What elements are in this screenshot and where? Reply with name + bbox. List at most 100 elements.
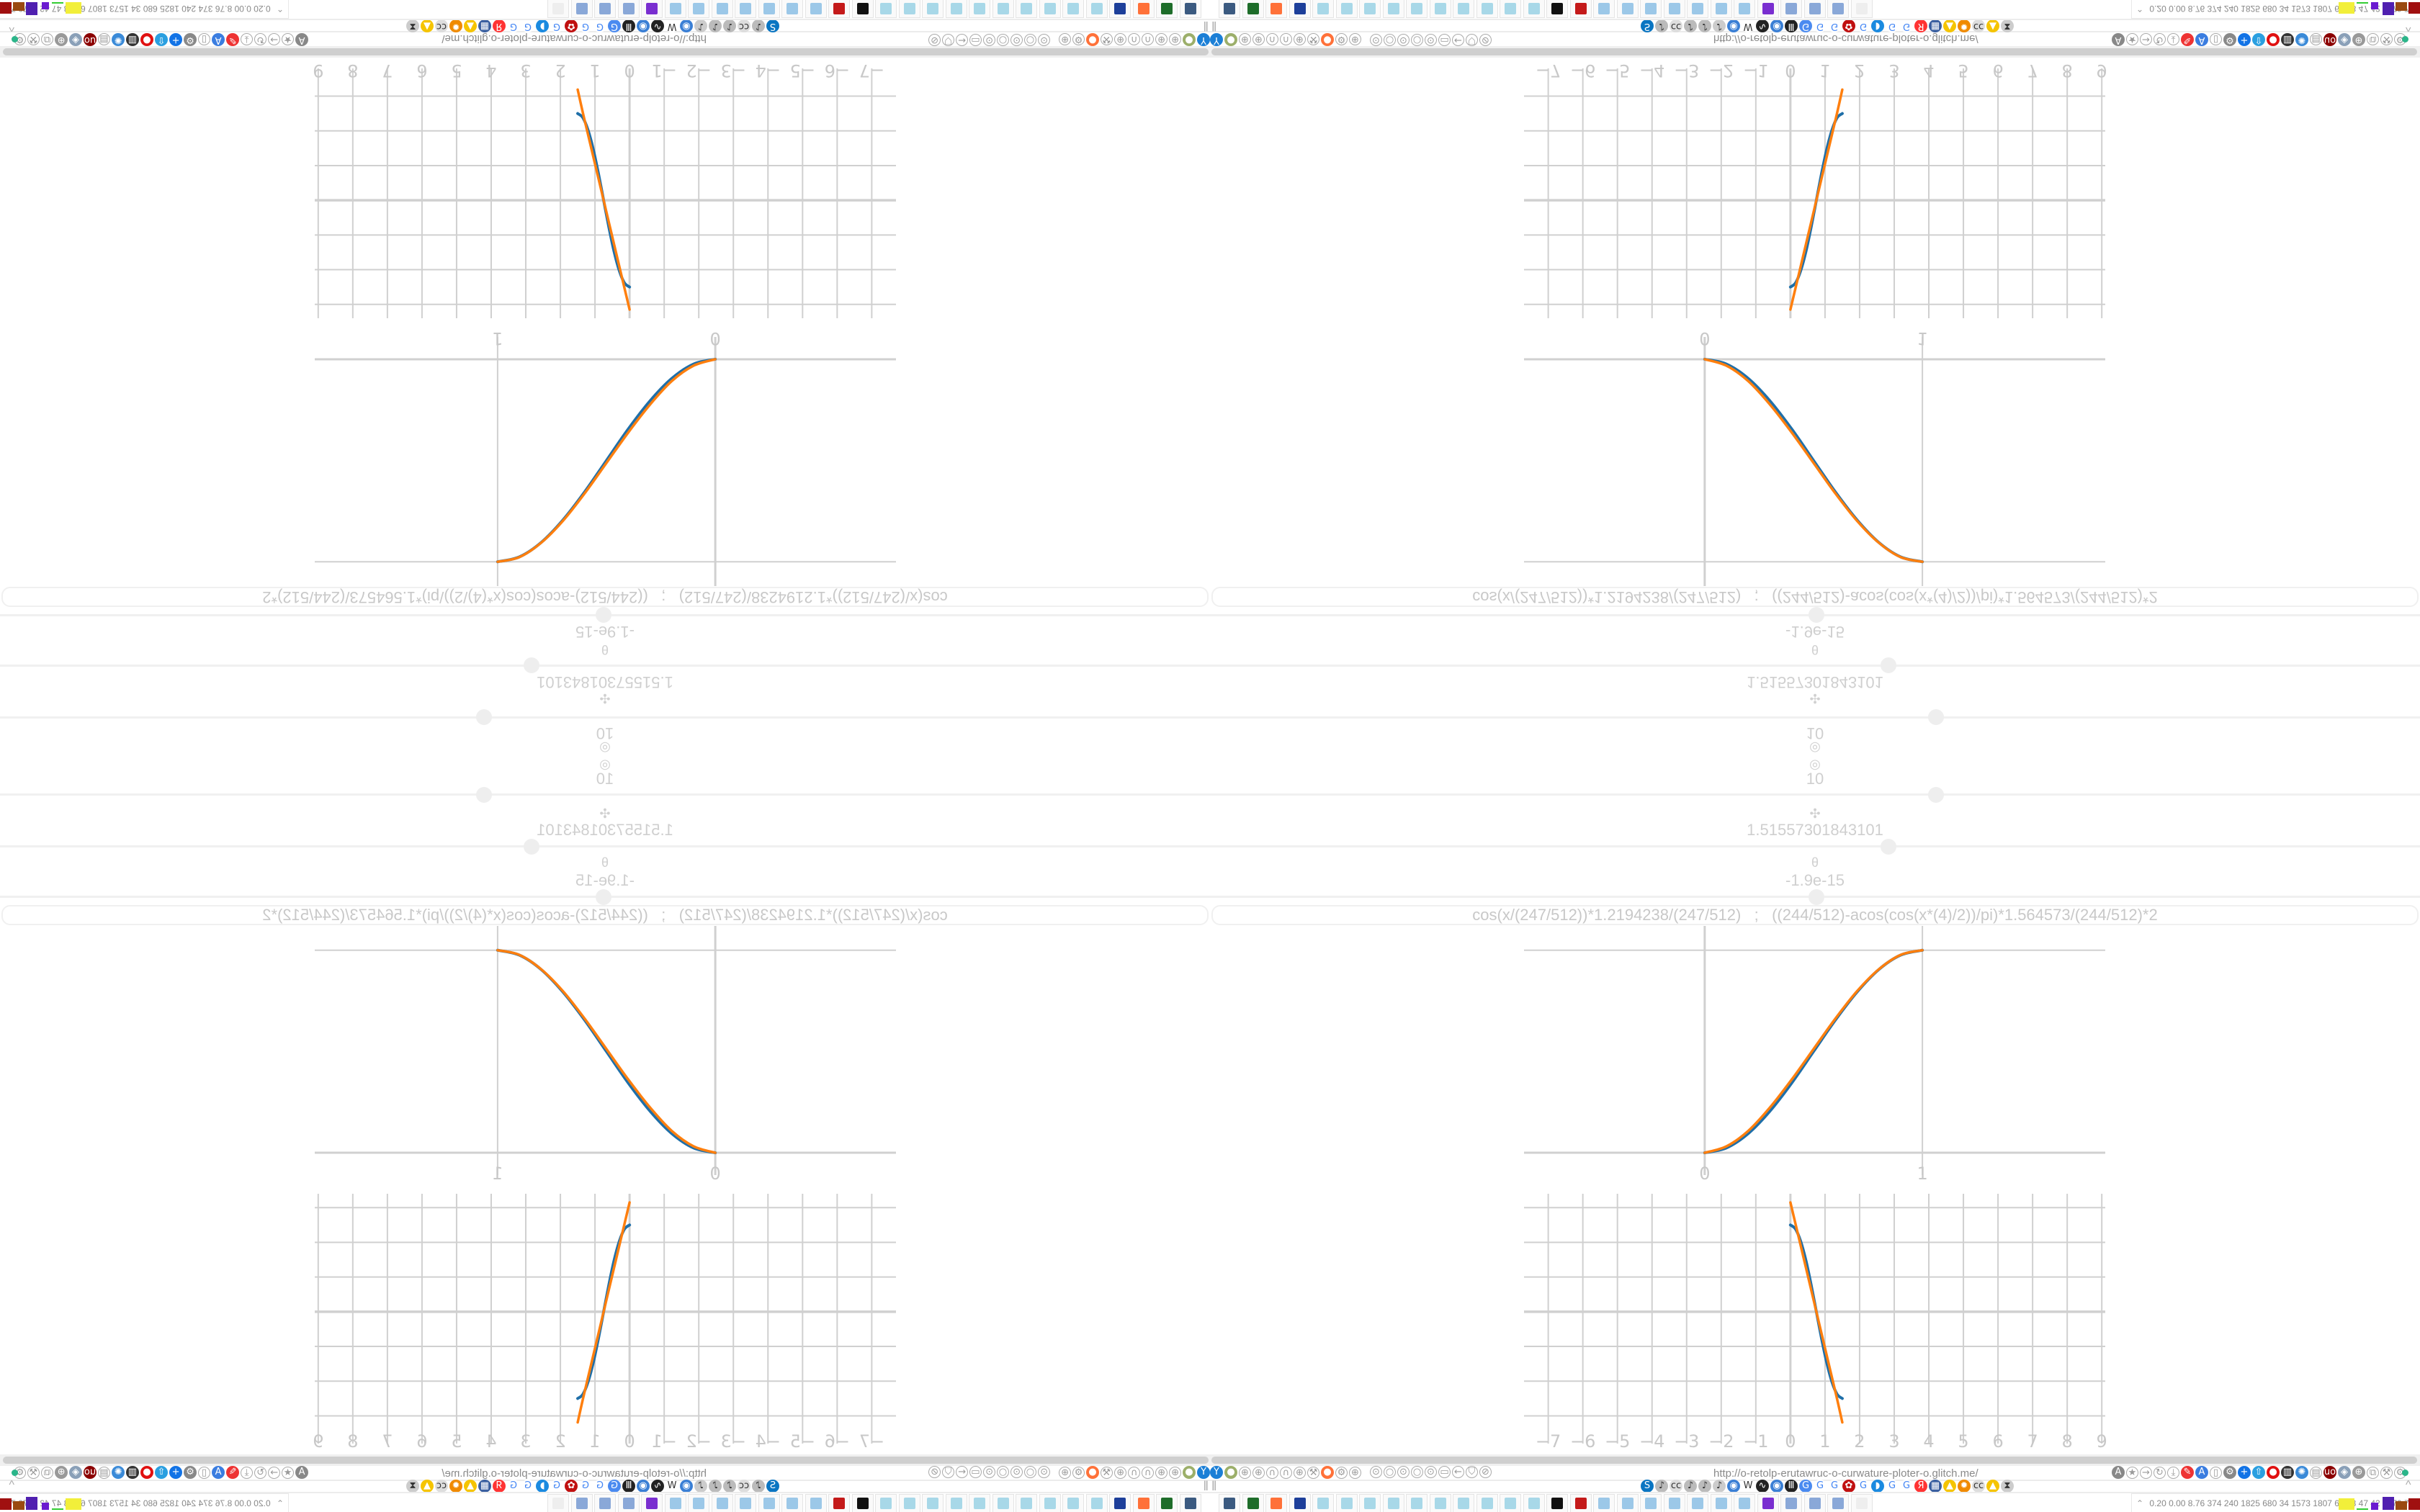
box-icon[interactable]: ▤	[98, 33, 110, 46]
puzzle-icon[interactable]: ⧉	[2367, 33, 2379, 46]
ublock-icon[interactable]: uo	[84, 1466, 97, 1479]
globe-icon[interactable]: ⊕	[2352, 33, 2365, 46]
bookmark-image-icon[interactable]: ▲	[1943, 1480, 1956, 1493]
taskbar-floppy-button[interactable]	[1109, 0, 1131, 18]
taskbar-notepad-button[interactable]	[946, 0, 967, 18]
bookmark-translate-icon[interactable]: G	[1799, 1480, 1812, 1493]
bookmark-yandex-icon[interactable]: Я	[493, 1480, 506, 1493]
bookmark-cc-icon[interactable]: cc	[1972, 1480, 1985, 1493]
mouse-icon[interactable]: ▯	[198, 33, 210, 46]
pen-icon[interactable]: ✎	[2181, 1466, 2194, 1479]
bookmark-google-icon[interactable]: G	[1900, 19, 1913, 32]
translate-icon[interactable]: A	[212, 1466, 225, 1479]
circle-icon[interactable]: ○	[1411, 1466, 1423, 1479]
bookmark-image-icon[interactable]: ▲	[1986, 19, 1999, 32]
star-icon[interactable]: ★	[282, 1466, 294, 1479]
taskbar-calculator-button[interactable]	[1734, 1494, 1755, 1512]
bookmark-sun-icon[interactable]: ✹	[449, 1480, 462, 1493]
slider-track[interactable]	[1210, 845, 2420, 847]
taskbar-scroll-button[interactable]	[1803, 1494, 1826, 1512]
globe-icon[interactable]: ⊕	[55, 1466, 68, 1479]
taskbar-red-app-button[interactable]	[828, 1494, 851, 1512]
taskbar-notepad-button[interactable]	[1406, 1494, 1428, 1512]
taskbar-notepad-button[interactable]	[1016, 0, 1038, 18]
scrollbar-thumb[interactable]	[1211, 48, 2417, 55]
bookmarks-collapse-icon[interactable]: ^	[9, 21, 14, 33]
bookmark-shazam-icon[interactable]: S	[1641, 19, 1654, 32]
bookmark-mute-icon[interactable]: ♪	[1684, 19, 1697, 32]
bookmark-hourglass-icon[interactable]: ⧗	[406, 1480, 419, 1493]
bookmark-image-icon[interactable]: ▲	[1986, 1480, 1999, 1493]
bookmark-wikipedia-icon[interactable]: W	[1742, 1480, 1754, 1493]
bookmark-shazam-icon[interactable]: S	[766, 19, 779, 32]
headphones-icon[interactable]: ∩	[1266, 1466, 1278, 1479]
globe-icon[interactable]: ⊕	[1294, 1466, 1306, 1479]
circle-icon[interactable]: ○	[1024, 1466, 1036, 1479]
plus-icon[interactable]: +	[2238, 1466, 2251, 1479]
slider-knob[interactable]	[596, 607, 611, 623]
bookmark-shazam-icon[interactable]: S	[766, 1480, 779, 1493]
bookmarks-collapse-icon[interactable]: ^	[2406, 1479, 2411, 1491]
wrench-icon[interactable]: ⚒	[1101, 1466, 1113, 1479]
taskbar-calculator-button[interactable]	[1710, 0, 1732, 18]
dot-icon[interactable]: ⊙	[1370, 1466, 1382, 1479]
globe-icon[interactable]: ⊕	[2352, 1466, 2365, 1479]
taskbar-terminal-button[interactable]	[1242, 1494, 1264, 1512]
taskbar-calculator-button[interactable]	[781, 1494, 804, 1512]
taskbar-calculator-button[interactable]	[805, 0, 827, 18]
puzzle-icon[interactable]: ⧉	[41, 33, 53, 46]
reload-icon[interactable]: ↻	[254, 1466, 266, 1479]
bookmark-cc-icon[interactable]: cc	[1670, 19, 1682, 32]
dot-icon[interactable]: ⊙	[1397, 33, 1410, 46]
ublock-icon[interactable]: uo	[84, 33, 97, 46]
slider-knob[interactable]	[524, 839, 539, 855]
taskbar-scroll-button[interactable]	[1827, 0, 1849, 18]
taskbar-notepad-button[interactable]	[1335, 0, 1358, 18]
bookmark-mute-icon[interactable]: ♪	[752, 19, 765, 32]
bookmark-museum-icon[interactable]: Ⅲ	[622, 1480, 635, 1493]
filter-icon[interactable]: Y	[1210, 1466, 1223, 1479]
taskbar-monitor-button[interactable]	[1219, 0, 1240, 18]
bookmark-hourglass-icon[interactable]: ⧗	[2001, 19, 2014, 32]
bookmark-image-icon[interactable]: ▲	[464, 1480, 477, 1493]
shield-icon[interactable]: ⛉	[1466, 33, 1478, 46]
shield-icon[interactable]: ◈	[69, 33, 82, 46]
gear-icon[interactable]: ⚙	[184, 33, 197, 46]
taskbar-scroll-button[interactable]	[1780, 1494, 1802, 1512]
pen-icon[interactable]: ✎	[226, 1466, 239, 1479]
globe-icon[interactable]: ⊕	[1239, 1466, 1251, 1479]
shield-icon[interactable]: ⛉	[1466, 1466, 1478, 1479]
folder-icon[interactable]: ▭	[969, 1466, 982, 1479]
taskbar-purple-app-button[interactable]	[641, 1494, 663, 1512]
globe-icon[interactable]: ⊕	[1349, 1466, 1361, 1479]
headphones-icon[interactable]: ∩	[1128, 33, 1140, 46]
taskbar-floppy-button[interactable]	[1289, 1494, 1311, 1512]
formula-input[interactable]: cos(x/(247/512))*1.2194238/(247/512) ; (…	[1, 905, 1209, 925]
dot-icon[interactable]: ⊙	[1010, 1466, 1023, 1479]
bookmark-mute-icon[interactable]: ♪	[1698, 1480, 1711, 1493]
box-icon[interactable]: ▤	[2310, 33, 2322, 46]
taskbar-monitor-button[interactable]	[1180, 0, 1201, 18]
taskbar-calculator-button[interactable]	[688, 1494, 710, 1512]
reload-icon[interactable]: ↻	[2154, 33, 2166, 46]
dot-icon[interactable]: ⊙	[983, 33, 995, 46]
globe-icon[interactable]: ⊕	[1155, 33, 1168, 46]
bookmark-mute-icon[interactable]: ♪	[709, 1480, 722, 1493]
circle-icon[interactable]: ○	[1384, 33, 1396, 46]
bookmark-translate-icon[interactable]: G	[608, 1480, 621, 1493]
translate-icon[interactable]: A	[2195, 33, 2208, 46]
slider-track[interactable]	[1210, 716, 2420, 719]
slider-knob[interactable]	[1809, 607, 1824, 623]
download-icon[interactable]: ⤓	[2167, 1466, 2179, 1479]
upload-icon[interactable]: ⇧	[2252, 33, 2265, 46]
puzzle-icon[interactable]: ⧉	[2367, 1466, 2379, 1479]
bookmark-globe-icon[interactable]: ◉	[1727, 1480, 1740, 1493]
taskbar-red-app-button[interactable]	[1569, 0, 1592, 18]
pause-icon[interactable]: ‖	[1211, 1479, 1217, 1493]
bookmark-globe-icon[interactable]: ◉	[1727, 19, 1740, 32]
addon-icon[interactable]: ●	[1183, 33, 1196, 46]
dot-icon[interactable]: ⊙	[1425, 33, 1437, 46]
headphones-icon[interactable]: ∩	[1142, 33, 1154, 46]
bookmarks-collapse-icon[interactable]: ^	[9, 1479, 14, 1491]
folder-icon[interactable]: ▭	[1438, 33, 1451, 46]
